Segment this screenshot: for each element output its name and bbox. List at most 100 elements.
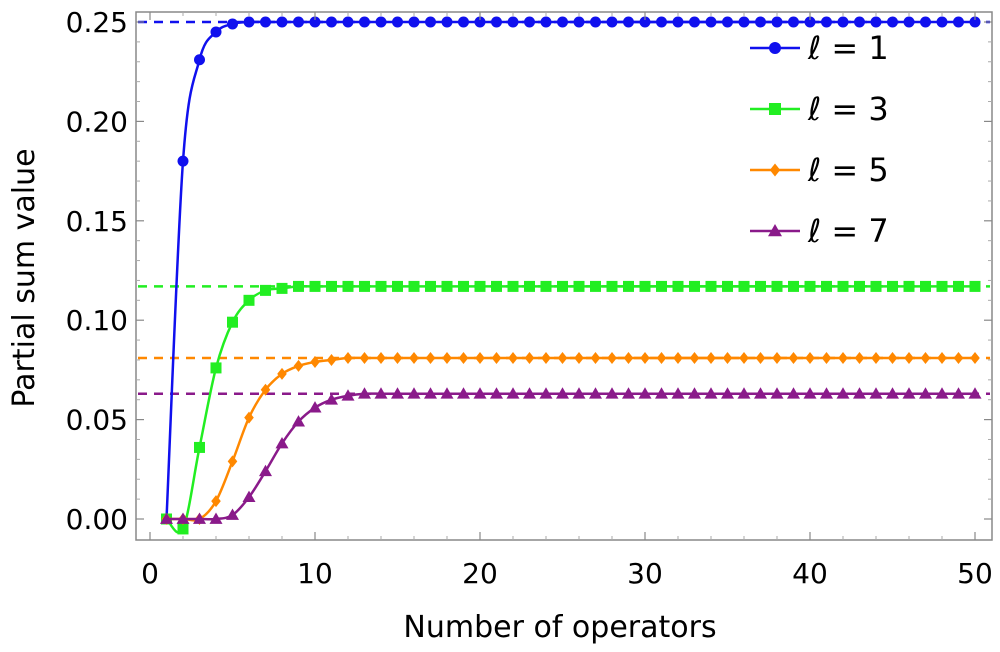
data-point-diamond: [656, 351, 667, 364]
data-point-diamond: [409, 351, 419, 364]
data-point-square: [227, 316, 238, 328]
data-point-diamond: [788, 351, 799, 364]
data-point-diamond: [524, 351, 535, 364]
data-point-square: [870, 280, 882, 292]
data-point-square: [342, 280, 354, 292]
data-point-circle: [672, 16, 684, 28]
data-point-triangle: [308, 401, 322, 413]
data-point-circle: [590, 16, 601, 28]
data-point-diamond: [805, 351, 815, 364]
series-group: [161, 280, 981, 535]
data-point-square: [920, 280, 931, 292]
data-point-square: [491, 280, 502, 292]
data-point-triangle: [952, 387, 965, 399]
data-point-triangle: [688, 387, 701, 399]
data-point-square: [953, 280, 964, 292]
data-point-circle: [788, 16, 799, 28]
data-point-triangle: [704, 387, 718, 399]
data-point-triangle: [473, 387, 487, 399]
data-point-triangle: [242, 490, 256, 503]
data-point-circle: [507, 16, 519, 28]
data-point-triangle: [853, 387, 866, 399]
data-point-diamond: [607, 351, 617, 364]
data-point-circle: [936, 16, 948, 28]
data-point-diamond: [376, 351, 386, 364]
data-point-circle: [755, 16, 766, 28]
data-point-square: [722, 280, 733, 292]
data-point-circle: [540, 16, 552, 28]
data-point-triangle: [358, 387, 371, 399]
data-point-circle: [870, 16, 882, 28]
data-point-diamond: [293, 359, 304, 372]
data-point-triangle: [770, 387, 784, 399]
data-point-circle: [854, 16, 865, 28]
data-point-circle: [722, 16, 733, 28]
series-layer: [160, 16, 982, 535]
data-point-circle: [804, 16, 816, 28]
y-axis-title: Partial sum value: [7, 148, 42, 407]
data-point-circle: [458, 16, 469, 28]
data-point-circle: [573, 16, 585, 28]
data-point-square: [623, 280, 634, 292]
data-point-circle: [969, 16, 981, 28]
data-point-triangle: [226, 508, 239, 520]
data-point-circle: [210, 26, 222, 38]
y-tick-label: 0.05: [66, 404, 128, 437]
data-point-diamond: [920, 351, 931, 364]
data-point-square: [359, 280, 370, 292]
data-point-square: [309, 280, 321, 292]
legend-label: ℓ = 1: [807, 29, 889, 67]
data-point-circle: [326, 16, 337, 28]
data-point-diamond: [491, 351, 502, 364]
data-point-triangle: [259, 464, 272, 477]
data-point-triangle: [424, 387, 437, 399]
data-point-square: [573, 280, 585, 292]
data-point-circle: [821, 16, 832, 28]
data-point-circle: [194, 54, 205, 66]
data-point-triangle: [589, 387, 602, 399]
data-point-circle: [177, 155, 189, 167]
data-point-square: [441, 280, 453, 292]
data-point-circle: [738, 16, 750, 28]
data-point-circle: [887, 16, 898, 28]
data-point-triangle: [902, 387, 916, 399]
data-point-square: [210, 362, 222, 374]
data-point-square: [590, 280, 601, 292]
data-point-square: [821, 280, 832, 292]
data-point-circle: [309, 16, 321, 28]
data-point-circle: [243, 16, 255, 28]
data-point-triangle: [655, 387, 668, 399]
data-point-square: [392, 280, 403, 292]
data-point-triangle: [407, 387, 421, 399]
data-point-diamond: [953, 351, 964, 364]
data-point-circle: [705, 16, 717, 28]
data-point-diamond: [673, 351, 683, 364]
data-point-diamond: [640, 351, 650, 364]
data-point-square: [276, 282, 288, 294]
data-point-diamond: [326, 353, 337, 366]
data-point-diamond: [722, 351, 733, 364]
data-point-diamond: [557, 351, 568, 364]
data-point-triangle: [803, 387, 817, 399]
data-point-triangle: [638, 387, 652, 399]
data-point-square: [854, 280, 865, 292]
data-point-circle: [557, 16, 568, 28]
x-tick-label: 50: [957, 557, 993, 590]
data-point-triangle: [721, 387, 734, 399]
data-point-square: [177, 523, 189, 535]
data-point-circle: [639, 16, 651, 28]
data-point-circle: [276, 16, 288, 28]
data-point-triangle: [539, 387, 553, 399]
data-point-diamond: [739, 351, 749, 364]
data-point-circle: [425, 16, 436, 28]
data-point-square: [557, 280, 568, 292]
data-point-square: [672, 280, 684, 292]
data-point-triangle: [820, 387, 833, 399]
data-point-square: [969, 280, 981, 292]
data-point-circle: [903, 16, 915, 28]
data-point-diamond: [887, 351, 898, 364]
data-point-square: [771, 280, 783, 292]
data-point-diamond: [590, 351, 601, 364]
data-point-diamond: [838, 351, 848, 364]
axis-ticks: 0 10 20 30 40 50 0.00 0.05 0.10 0.15 0.20 0.25: [66, 6, 993, 590]
